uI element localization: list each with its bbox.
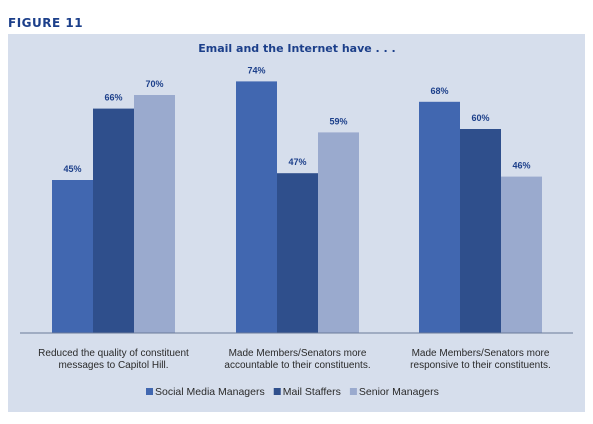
value-label-2-1: 74% <box>247 65 265 75</box>
category-label-1-line-1: Reduced the quality of constituent <box>38 348 189 359</box>
category-label-3-line-1: Made Members/Senators more <box>412 348 550 359</box>
legend-label-3: Senior Managers <box>359 386 439 398</box>
value-label-3-2: 60% <box>471 113 489 123</box>
category-label-3-line-2: responsive to their constituents. <box>410 360 551 371</box>
category-labels-group: Reduced the quality of constituentmessag… <box>38 348 551 371</box>
value-label-2-2: 47% <box>288 157 306 167</box>
bar-1-2 <box>93 108 134 333</box>
legend-label-1: Social Media Managers <box>155 386 265 398</box>
bar-3-3 <box>501 176 542 333</box>
category-label-2-line-2: accountable to their constituents. <box>224 360 370 371</box>
legend-swatch-2 <box>273 388 281 395</box>
value-labels-group: 45% 66% 70% 74% 47% 59% 68% 60% 46% <box>63 65 530 174</box>
value-label-3-3: 46% <box>512 161 530 171</box>
chart-title: Email and the Internet have . . . <box>198 42 395 55</box>
legend: Social Media Managers Mail Staffers Senior… <box>146 386 439 398</box>
bars-group <box>52 81 542 334</box>
bar-3-2 <box>460 129 501 333</box>
bar-2-2 <box>277 173 318 333</box>
bar-1-1 <box>52 180 93 333</box>
bar-3-1 <box>419 101 460 333</box>
category-label-2-line-1: Made Members/Senators more <box>229 348 367 359</box>
value-label-2-3: 59% <box>329 116 347 126</box>
bar-2-1 <box>236 81 277 334</box>
value-label-1-3: 70% <box>145 79 163 89</box>
value-label-1-1: 45% <box>63 164 81 174</box>
bar-2-3 <box>318 132 359 333</box>
figure-label: FIGURE 11 <box>8 16 84 30</box>
value-label-3-1: 68% <box>430 86 448 96</box>
legend-swatch-1 <box>146 388 153 395</box>
legend-swatch-3 <box>349 388 357 395</box>
bar-1-3 <box>134 95 175 333</box>
category-label-1-line-2: messages to Capitol Hill. <box>58 360 168 371</box>
value-label-1-2: 66% <box>104 93 122 103</box>
legend-label-2: Mail Staffers <box>283 386 341 398</box>
